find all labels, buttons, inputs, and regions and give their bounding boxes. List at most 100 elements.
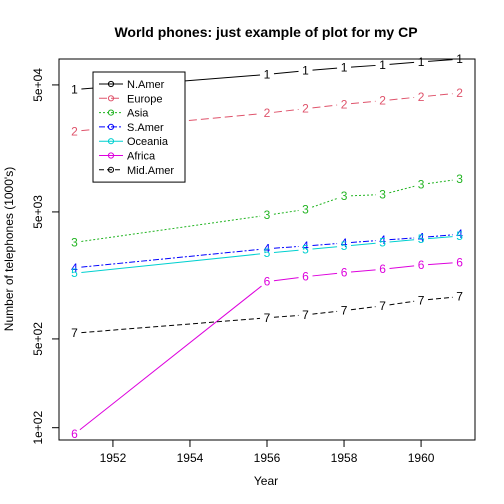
- series-segment: [350, 64, 376, 68]
- series-segment: [428, 234, 453, 238]
- data-point-label: 7: [379, 299, 386, 313]
- data-point-label: 7: [456, 290, 463, 304]
- data-point-label: 5: [379, 236, 386, 250]
- data-point-label: 1: [418, 55, 425, 69]
- series-segment: [312, 246, 338, 250]
- legend-label: Africa: [127, 151, 156, 163]
- series-segment: [350, 100, 376, 105]
- x-tick-label: 1952: [100, 451, 127, 465]
- series-segment: [81, 215, 261, 242]
- x-tick-label: 1958: [331, 451, 358, 465]
- data-point-label: 6: [71, 427, 78, 441]
- data-point-label: 3: [341, 189, 348, 203]
- series-segment: [389, 300, 415, 306]
- series-segment: [273, 108, 299, 113]
- data-point-label: 4: [302, 239, 309, 253]
- series-europe: 2 2 2 2 2 2 2: [71, 86, 463, 138]
- y-tick-label: 5e+04: [31, 68, 45, 102]
- series-segment: [273, 314, 299, 318]
- series-segment: [312, 272, 338, 277]
- data-point-label: 7: [341, 304, 348, 318]
- series-segment: [389, 61, 415, 65]
- data-point-label: 5: [264, 246, 271, 260]
- y-axis-label: Number of telephones (1000's): [2, 167, 16, 331]
- data-point-label: 3: [264, 208, 271, 222]
- series-segment: [428, 262, 453, 266]
- legend-box: [92, 71, 186, 183]
- series-segment: [273, 277, 299, 282]
- series-segment: [79, 285, 262, 431]
- series-segment: [427, 93, 453, 97]
- data-point-label: 6: [264, 275, 271, 289]
- series-segment: [312, 243, 338, 246]
- legend-marker: [107, 95, 115, 102]
- x-axis-label: Year: [254, 474, 278, 488]
- series-segment: [427, 179, 453, 185]
- data-point-label: 2: [456, 86, 463, 100]
- series-oceania: 5 5 5 5 5 5 5: [71, 229, 463, 280]
- y-tick-label: 5e+02: [31, 322, 45, 356]
- data-point-label: 5: [456, 229, 463, 243]
- series-segment: [81, 248, 261, 268]
- data-point-label: 3: [456, 172, 463, 186]
- series-segment: [428, 59, 453, 62]
- legend-label: Mid.Amer: [127, 165, 174, 177]
- data-point-label: 1: [379, 58, 386, 72]
- data-point-label: 7: [418, 293, 425, 307]
- data-point-label: 5: [302, 243, 309, 257]
- legend-marker: [107, 166, 115, 173]
- data-point-label: 1: [264, 67, 271, 81]
- legend-label: S.Amer: [127, 122, 164, 134]
- data-point-label: 4: [418, 230, 425, 244]
- data-point-label: 6: [456, 255, 463, 269]
- data-point-label: 6: [341, 266, 348, 280]
- data-point-label: 3: [71, 235, 78, 249]
- data-point-label: 2: [71, 124, 78, 138]
- data-point-label: 6: [418, 258, 425, 272]
- series-asia: 3 3 3 3 3 3 3: [71, 172, 463, 249]
- data-point-label: 1: [302, 64, 309, 78]
- data-point-label: 1: [71, 83, 78, 97]
- series-segment: [389, 239, 415, 243]
- data-point-label: 7: [302, 308, 309, 322]
- series-segment: [350, 306, 376, 311]
- legend-marker: [107, 152, 115, 159]
- series-segment: [351, 194, 376, 197]
- series-segment: [81, 253, 261, 273]
- legend: N.Amer Europe Asia S.Amer Oceania Africa Mid.A…: [92, 71, 186, 183]
- data-point-label: 5: [71, 266, 78, 280]
- data-point-label: 2: [302, 102, 309, 116]
- data-point-label: 2: [341, 97, 348, 111]
- data-point-label: 4: [456, 227, 463, 241]
- series-mid-amer: 7 7 7 7 7 7 7: [71, 290, 463, 341]
- data-point-label: 4: [264, 242, 271, 256]
- legend-marker: [107, 109, 115, 116]
- x-axis: 1952 1954 1956 1958 1960: [100, 439, 435, 465]
- legend-marker: [107, 138, 115, 145]
- series-segment: [427, 296, 453, 301]
- series-segment: [312, 104, 338, 109]
- data-point-label: 1: [341, 61, 348, 75]
- series-segment: [350, 240, 376, 243]
- data-point-label: 2: [379, 94, 386, 108]
- data-point-label: 4: [71, 261, 78, 275]
- data-point-label: 5: [418, 232, 425, 246]
- legend-marker: [107, 123, 115, 131]
- legend-label: Europe: [127, 93, 162, 105]
- legend-label: Oceania: [127, 136, 169, 148]
- y-tick-label: 5e+03: [31, 195, 45, 229]
- legend-label: Asia: [127, 108, 149, 120]
- y-axis: 1e+02 5e+02 5e+03 5e+04: [31, 68, 60, 445]
- data-point-label: 6: [302, 270, 309, 284]
- series-segment: [350, 242, 376, 246]
- legend-marker: [107, 80, 115, 88]
- x-tick-label: 1954: [177, 451, 204, 465]
- data-point-label: 2: [264, 106, 271, 120]
- data-point-label: 6: [379, 262, 386, 276]
- series-segment: [389, 265, 415, 269]
- series-segment: [428, 236, 453, 240]
- series-segment: [273, 249, 299, 254]
- series-segment: [350, 269, 376, 273]
- data-point-label: 3: [418, 178, 425, 192]
